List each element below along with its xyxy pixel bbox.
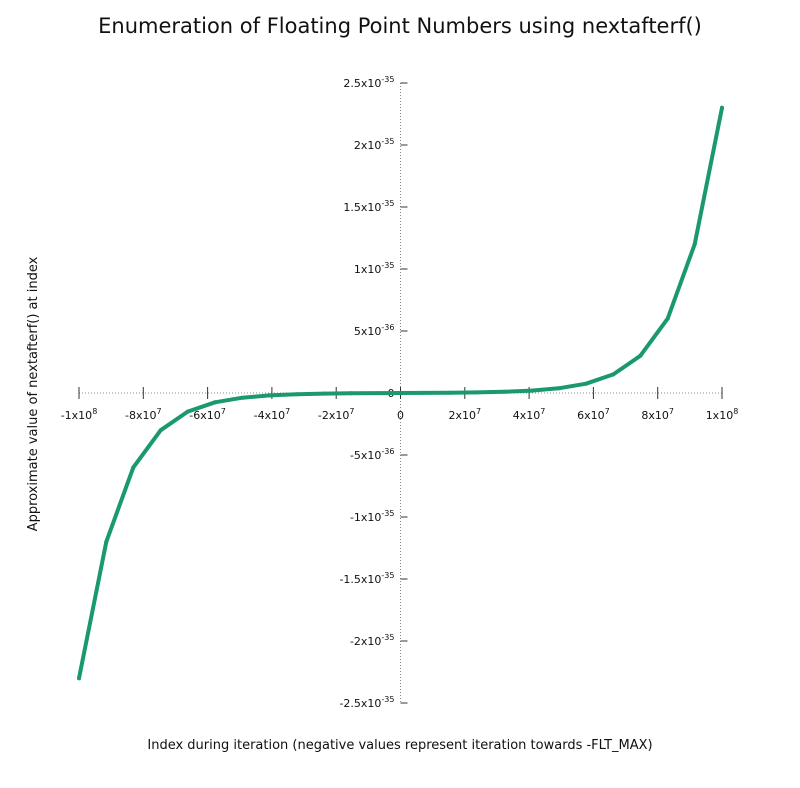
y-tick-label: -1x10-35: [350, 509, 395, 524]
data-point: [611, 372, 616, 377]
x-tick-label: 1x108: [706, 407, 739, 422]
data-point: [104, 539, 109, 544]
x-tick-label: -6x107: [189, 407, 226, 422]
x-tick-label: 6x107: [577, 407, 610, 422]
y-tick-label: 1.5x10-35: [343, 199, 394, 214]
data-point: [158, 428, 163, 433]
chart-title: Enumeration of Floating Point Numbers us…: [98, 14, 702, 38]
data-point: [376, 391, 381, 396]
data-point: [349, 391, 353, 396]
data-point: [638, 353, 643, 358]
data-point: [267, 393, 272, 398]
y-tick-label: 1x10-35: [354, 261, 395, 276]
y-tick-label: -2x10-35: [350, 633, 395, 648]
x-tick-label: -1x108: [61, 407, 98, 422]
x-tick-label: 2x107: [448, 407, 481, 422]
data-point: [665, 316, 670, 321]
x-tick-label: 8x107: [641, 407, 674, 422]
data-point: [398, 391, 403, 395]
data-point: [584, 381, 588, 386]
data-point: [502, 389, 507, 394]
data-point: [529, 388, 534, 393]
data-point: [185, 409, 190, 414]
data-point: [556, 386, 561, 391]
y-tick-label: -5x10-36: [350, 447, 395, 462]
y-tick-label: 2.5x10-35: [343, 75, 394, 90]
y-tick-label: -2.5x10-35: [339, 695, 394, 710]
data-point: [294, 392, 299, 397]
x-tick-label: 0: [397, 409, 404, 422]
data-point: [448, 390, 452, 395]
data-point: [131, 465, 136, 470]
y-tick-label: 5x10-36: [354, 323, 395, 338]
data-point: [322, 391, 326, 396]
data-point: [213, 400, 217, 405]
x-tick-label: 4x107: [513, 407, 546, 422]
y-tick-label: 2x10-35: [354, 137, 395, 152]
data-point: [692, 242, 697, 247]
data-point: [240, 395, 245, 400]
x-tick-label: -2x107: [318, 407, 355, 422]
data-point: [475, 390, 479, 395]
data-point: [720, 105, 724, 110]
data-point: [77, 676, 81, 681]
data-point: [420, 390, 425, 395]
x-axis-label: Index during iteration (negative values …: [147, 738, 653, 753]
x-tick-label: -4x107: [254, 407, 291, 422]
x-tick-label: -8x107: [125, 407, 162, 422]
y-tick-label: -1.5x10-35: [339, 571, 394, 586]
